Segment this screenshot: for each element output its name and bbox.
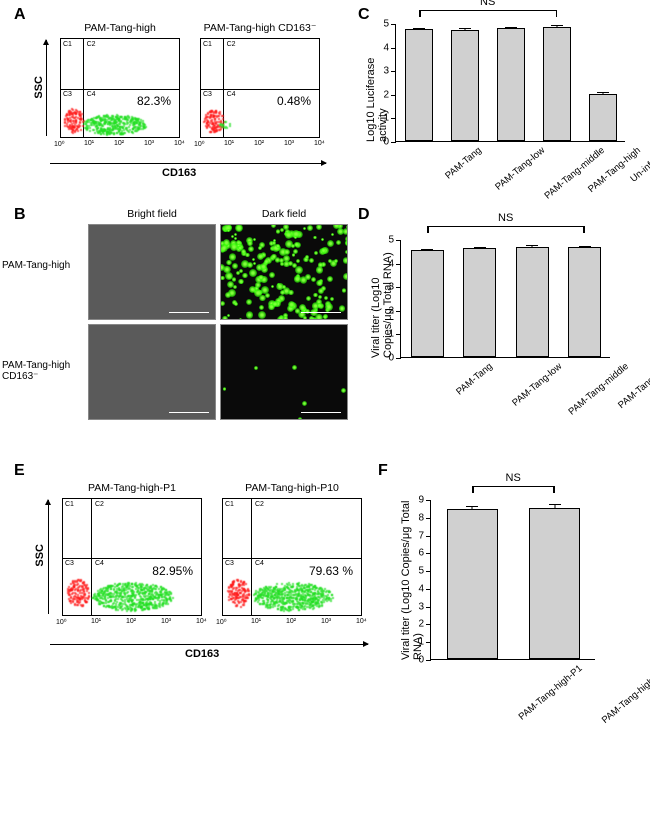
scatter-plot-e2: PAM-Tang-high-P10C1C2C3C479.63 %10⁰10¹10… (222, 498, 362, 616)
scatter-pair-e: SSC PAM-Tang-high-P1C1C2C3C482.95%10⁰10¹… (62, 498, 362, 616)
axis-y-label-a: SSC (33, 76, 45, 99)
panel-label-a: A (14, 6, 26, 24)
axis-x-label-a: CD163 (162, 167, 196, 179)
scatter-plot-e1: PAM-Tang-high-P1C1C2C3C482.95%10⁰10¹10²1… (62, 498, 202, 616)
axis-y-label-e: SSC (34, 544, 46, 567)
panel-label-c: C (358, 6, 370, 24)
scatter-plot-a2: PAM-Tang-high CD163⁻C1C2C3C40.48%10⁰10¹1… (200, 38, 320, 138)
barchart-d: Viral titer (Log10 Copies/μg Total RNA)0… (400, 240, 650, 398)
panel-label-f: F (378, 462, 388, 480)
axis-x-arrow-a (50, 163, 326, 164)
panel-label-b: B (14, 206, 26, 224)
axis-y-arrow-e (48, 500, 49, 614)
panel-label-d: D (358, 206, 370, 224)
axis-y-arrow-a (46, 40, 47, 136)
axis-x-label-e: CD163 (185, 648, 219, 660)
barchart-c: Log10 Luciferase activity012345PAM-TangP… (395, 24, 650, 182)
axis-x-arrow-e (50, 644, 368, 645)
panel-label-e: E (14, 462, 25, 480)
scatter-plot-a1: PAM-Tang-highC1C2C3C482.3%10⁰10¹10²10³10… (60, 38, 180, 138)
scatter-pair-a: SSC PAM-Tang-highC1C2C3C482.3%10⁰10¹10²1… (60, 38, 320, 138)
barchart-f: Viral titer (Log10 Copies/μg Total RNA)0… (430, 500, 635, 700)
